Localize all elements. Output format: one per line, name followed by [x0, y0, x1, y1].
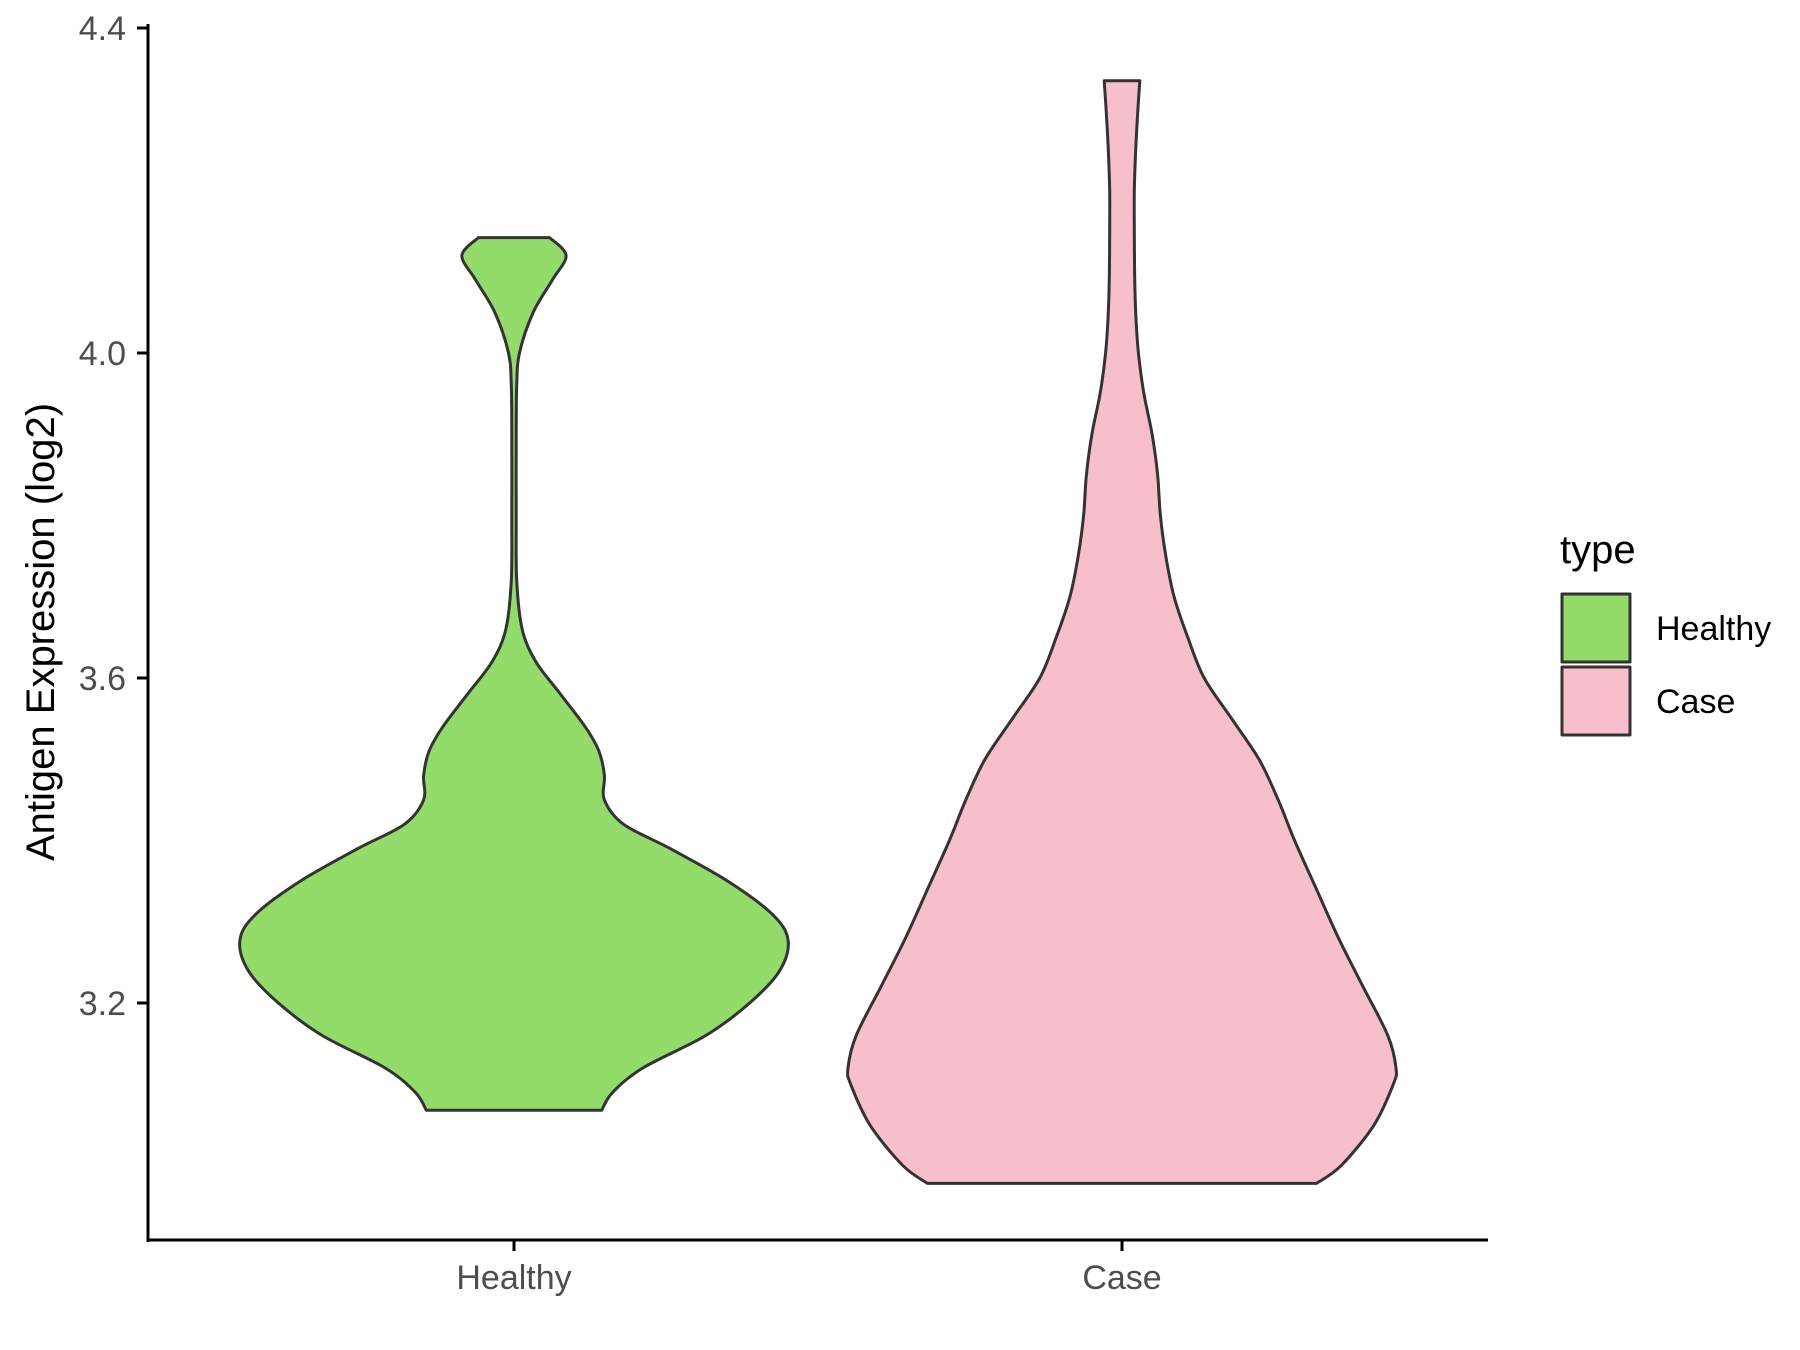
legend-label-case: Case	[1656, 683, 1735, 721]
legend-key-case	[1560, 665, 1632, 737]
legend-title: type	[1560, 528, 1636, 572]
y-axis-title: Antigen Expression (log2)	[19, 403, 63, 861]
y-tick-label: 3.6	[79, 660, 126, 698]
x-tick-label-healthy: Healthy	[456, 1259, 571, 1297]
legend: type Healthy Case	[1560, 528, 1771, 737]
violin-layer	[238, 79, 1398, 1185]
y-tick-label: 3.2	[79, 985, 126, 1023]
y-ticks: 3.2 3.6 4.0 4.4	[79, 10, 148, 1023]
y-axis: 3.2 3.6 4.0 4.4	[79, 10, 150, 1242]
y-tick-label: 4.0	[79, 335, 126, 373]
violin-case	[846, 79, 1398, 1185]
x-ticks: Healthy Case	[456, 1240, 1162, 1297]
y-tick-label: 4.4	[79, 10, 126, 48]
legend-key-healthy	[1560, 592, 1632, 664]
x-tick-label-case: Case	[1082, 1259, 1161, 1297]
legend-label-healthy: Healthy	[1656, 610, 1771, 648]
x-axis: Healthy Case	[146, 1238, 1488, 1297]
violin-healthy	[238, 236, 790, 1112]
